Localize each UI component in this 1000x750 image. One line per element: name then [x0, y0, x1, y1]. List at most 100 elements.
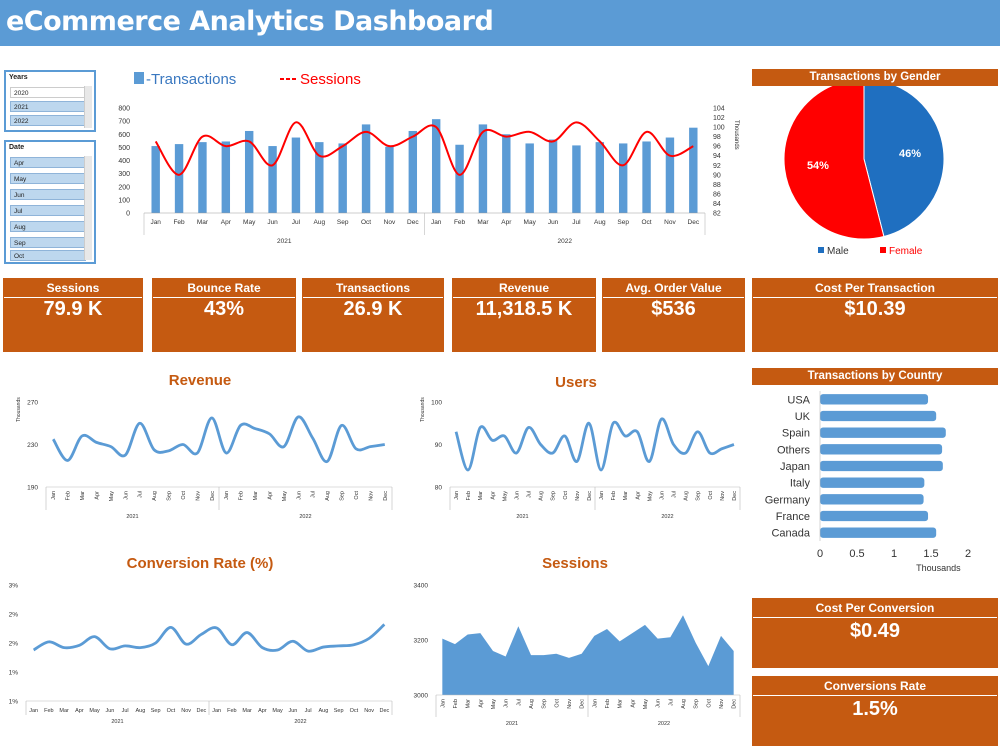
x-tick-label: Dec [732, 699, 738, 709]
country-bar [820, 460, 943, 472]
x-tick-label: Nov [720, 491, 726, 501]
transactions-bar [174, 144, 184, 213]
x-tick-label: Feb [66, 491, 72, 500]
date-slicer-item[interactable]: Aug [10, 221, 86, 232]
x-tick-label: Jun [656, 699, 662, 708]
kpi-divider [4, 297, 142, 298]
x-tick-label: Nov [384, 219, 396, 226]
x-tick-label: Jul [122, 708, 129, 714]
country-bar [820, 410, 937, 422]
x-tick-label: Sep [337, 219, 349, 226]
gender-pie-chart: 46% 54% Male Female [783, 86, 945, 257]
country-label: Spain [782, 428, 810, 440]
y-right-tick-label: 102 [713, 115, 725, 122]
x-tick-label: May [89, 708, 100, 714]
date-slicer-item[interactable]: Sep [10, 237, 86, 248]
transactions-bar [221, 141, 231, 213]
date-slicer-item[interactable]: Jun [10, 189, 86, 200]
x-tick-label: Nov [181, 708, 191, 714]
x-tick-label: Jan [431, 219, 442, 226]
kpi-card-transactions: Transactions 26.9 K [302, 278, 444, 352]
x-tick-label: Jul [138, 491, 144, 498]
date-slicer[interactable]: Date Apr May Jun Jul Aug Sep Oct [4, 140, 96, 264]
x-tick-label: Aug [529, 699, 535, 709]
years-slicer[interactable]: Years 2020 2021 2022 [4, 70, 96, 132]
kpi-label: Transactions [335, 281, 411, 295]
x-tick-label: May [647, 491, 653, 502]
transactions-bar [291, 137, 301, 213]
x-tick-label: Mar [59, 708, 69, 714]
x-tick-label: Dec [587, 491, 593, 501]
x-tick-label: Nov [195, 491, 201, 501]
x-tick-label: Nov [368, 491, 374, 501]
years-slicer-item[interactable]: 2021 [10, 101, 86, 112]
y-left-tick-label: 600 [118, 132, 130, 139]
country-label: France [776, 511, 810, 523]
transactions-bar [595, 142, 605, 213]
y-tick-label: 100 [431, 400, 442, 407]
x-tick-label: Apr [258, 708, 267, 714]
x-tick-label: Jul [311, 491, 317, 498]
x-tick-label: Jun [659, 491, 665, 500]
kpi-card-cost-per-conversion: Cost Per Conversion $0.49 [752, 598, 998, 668]
y-axis-label: Thousands [420, 397, 426, 422]
y-right-axis-label: Thousands [733, 120, 739, 150]
x-tick-label: May [502, 491, 508, 502]
x-tick-label: Oct [354, 491, 360, 500]
kpi-value: 11,318.5 K [475, 298, 573, 320]
y-right-tick-label: 86 [713, 191, 721, 198]
x-tick-label: Aug [318, 708, 328, 714]
x-tick-label: Jan [51, 491, 57, 500]
date-slicer-item[interactable]: May [10, 173, 86, 184]
x-tick-label: Jun [267, 219, 278, 226]
legend-label-sessions: Sessions [300, 71, 361, 88]
country-bar [820, 494, 924, 505]
pie-slice-male [863, 86, 945, 238]
years-slicer-item[interactable]: 2020 [10, 87, 86, 98]
years-slicer-scrollbar[interactable] [84, 86, 92, 128]
country-bar [820, 427, 946, 438]
x-tick-label: Aug [684, 491, 690, 501]
date-slicer-item[interactable]: Apr [10, 157, 86, 168]
x-tick-label: Feb [173, 219, 185, 226]
x-tick-label: 0.5 [849, 548, 864, 560]
kpi-divider [603, 297, 744, 298]
x-tick-label: Jul [516, 699, 522, 706]
title-bar-extension [752, 40, 1000, 46]
x-tick-label: Apr [478, 699, 484, 708]
transactions-bar [618, 143, 628, 213]
x-tick-label: Jul [305, 708, 312, 714]
y-tick-label: 3200 [414, 638, 429, 645]
x-tick-label: Jun [296, 491, 302, 500]
x-group-label: 2021 [111, 719, 123, 725]
date-slicer-item[interactable]: Jul [10, 205, 86, 216]
y-tick-label: 1% [9, 699, 19, 706]
kpi-divider [453, 297, 595, 298]
kpi-divider [753, 695, 997, 696]
x-tick-label: May [109, 491, 115, 502]
transactions-bar [338, 143, 347, 213]
date-slicer-item[interactable]: Oct [10, 250, 86, 261]
y-right-tick-label: 82 [713, 211, 721, 218]
country-bar [820, 510, 929, 522]
x-tick-label: May [491, 699, 497, 710]
date-slicer-scrollbar[interactable] [84, 156, 92, 260]
sessions-area-chart: 3000 3200 3400 Jan Feb Mar Apr May Jun Jul Aug Sep O… [414, 583, 741, 727]
y-left-tick-label: 100 [118, 197, 130, 204]
x-tick-label: Feb [605, 699, 611, 708]
x-tick-label: Sep [151, 708, 161, 714]
users-line-chart: 80 90 100 Thousands Jan Feb Mar Apr May Jun Jul Aug… [420, 397, 741, 520]
x-tick-label: Jan [150, 219, 161, 226]
x-tick-label: Oct [167, 708, 176, 714]
years-slicer-item[interactable]: 2022 [10, 115, 86, 126]
transactions-bar [408, 130, 418, 213]
x-tick-label: Mar [197, 219, 209, 226]
country-label: Others [777, 444, 811, 456]
y-right-tick-label: 92 [713, 163, 721, 170]
y-right-tick-label: 100 [713, 125, 725, 132]
x-tick-label: Dec [407, 219, 419, 226]
x-tick-label: Dec [688, 219, 700, 226]
y-tick-label: 230 [27, 442, 38, 449]
years-slicer-header: Years [9, 74, 28, 81]
x-tick-label: Jul [668, 699, 674, 706]
